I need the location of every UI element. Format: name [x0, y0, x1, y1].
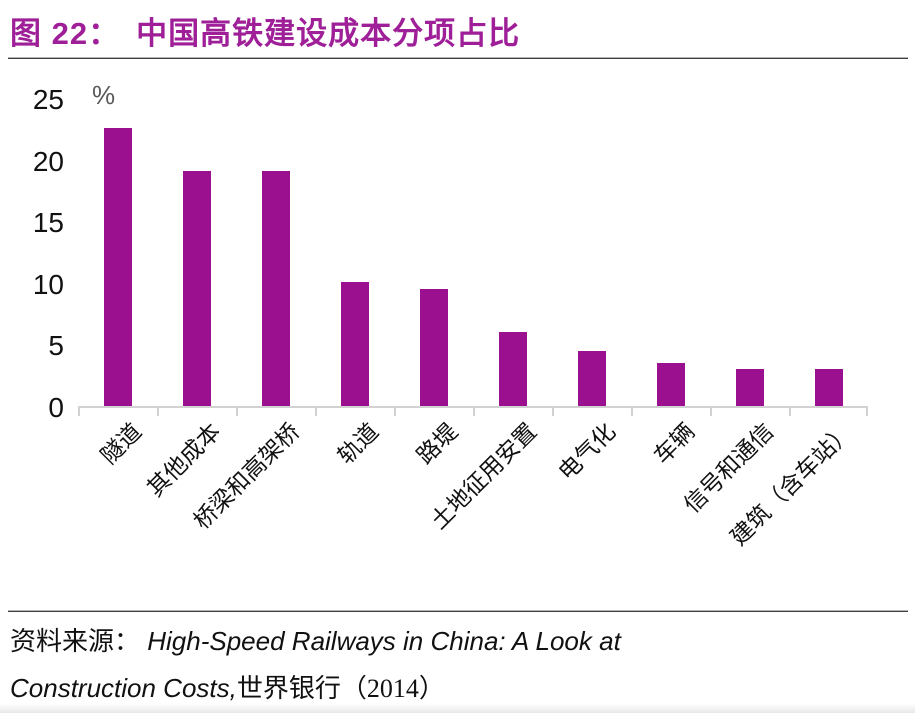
page-bottom-shade: [0, 703, 915, 713]
x-axis-category-label: 隧道: [94, 418, 146, 469]
y-axis-unit-label: %: [92, 80, 116, 110]
source-publisher: 世界银行（2014）: [236, 674, 445, 704]
source-note: 资料来源： High-Speed Railways in China: A Lo…: [10, 618, 905, 713]
chart-bar: [814, 369, 843, 406]
y-tick-label: 10: [32, 268, 64, 300]
top-divider: [8, 57, 908, 59]
x-axis-tick: [157, 408, 159, 416]
x-axis-tick: [473, 408, 475, 416]
figure-title: 图 22： 中国高铁建设成本分项占比: [10, 8, 520, 53]
chart-bar: [103, 127, 132, 406]
x-axis-category-label: 车辆: [647, 418, 699, 469]
x-axis-category-label: 路堤: [410, 418, 462, 469]
x-axis-tick: [710, 408, 712, 416]
chart-bar: [498, 332, 527, 406]
bottom-divider: [8, 610, 908, 612]
source-work-title: High-Speed Railways in China: A Look at C…: [10, 626, 621, 704]
x-axis-tick: [236, 408, 238, 416]
x-axis-tick: [866, 408, 868, 416]
x-axis-category-label: 其他成本: [141, 418, 225, 502]
figure-title-text: 中国高铁建设成本分项占比: [136, 16, 521, 51]
x-axis-category-label: 电气化: [552, 418, 620, 486]
chart-bar: [577, 350, 606, 406]
plot-area: [78, 100, 868, 416]
x-axis-labels: 隧道 其他成本 桥梁和高架桥 轨道 路堤 土地征用安置 电气化 车辆 信号和通信 建筑（含车站）: [78, 418, 868, 610]
y-tick-label: 15: [32, 207, 64, 239]
bar-chart: 0 5 10 15 20 25 % 隧道 其他成本 桥梁和高架桥 轨道 路堤 土地征用安置 电气化 车辆…: [0, 58, 915, 610]
figure-number: 图 22：: [10, 16, 121, 51]
x-axis-tick: [315, 408, 317, 416]
chart-bar: [656, 362, 685, 406]
x-axis-tick: [552, 408, 554, 416]
y-tick-label: 25: [32, 84, 64, 115]
chart-bar: [340, 281, 369, 406]
x-axis-tick: [631, 408, 633, 416]
source-label: 资料来源：: [10, 627, 141, 656]
y-tick-label: 20: [32, 145, 64, 177]
chart-bar: [261, 170, 290, 406]
x-axis-tick: [394, 408, 396, 416]
x-axis-tick: [78, 408, 80, 416]
y-axis: 0 5 10 15 20 25: [0, 86, 66, 422]
chart-bar: [182, 170, 211, 406]
x-axis-tick: [789, 408, 791, 416]
y-tick-label: 5: [48, 330, 64, 362]
x-axis-category-label: 轨道: [331, 418, 383, 469]
chart-bar: [735, 369, 764, 406]
y-tick-label: 0: [48, 392, 64, 423]
chart-bar: [419, 288, 448, 406]
